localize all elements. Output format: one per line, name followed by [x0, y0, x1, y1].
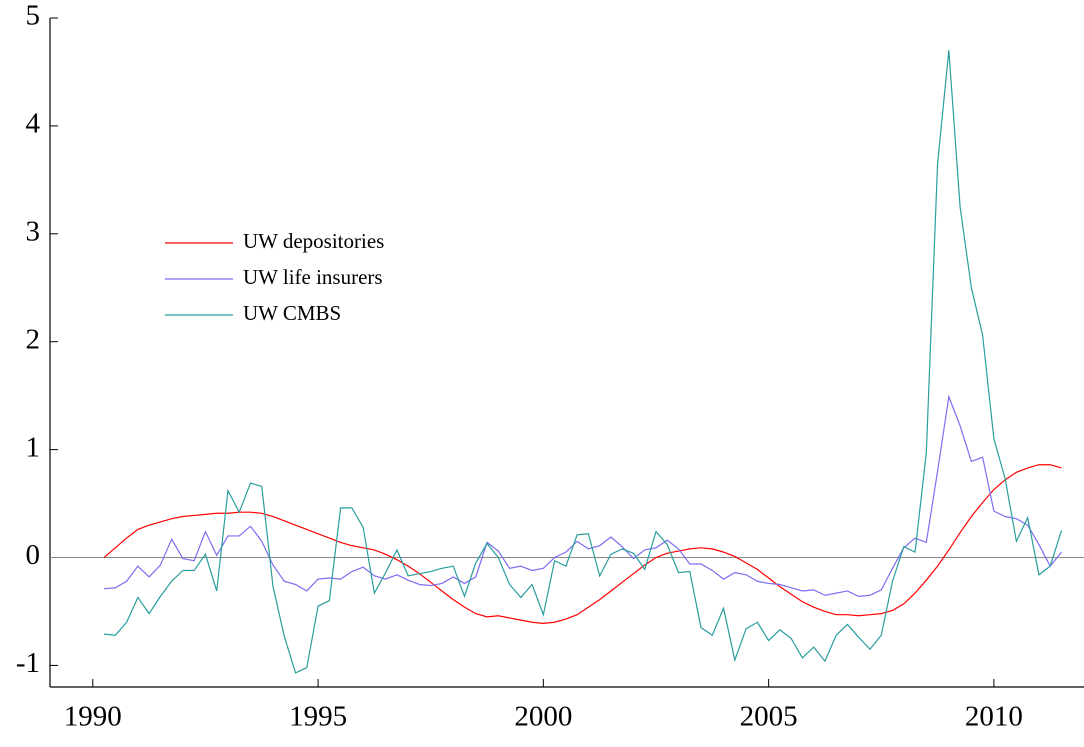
- y-tick-label: 1: [26, 431, 41, 463]
- series-line: [104, 394, 1062, 597]
- legend-label: UW depositories: [243, 229, 384, 253]
- legend-label: UW CMBS: [243, 301, 341, 325]
- x-tick-label: 1995: [289, 701, 347, 733]
- x-tick-label: 2000: [514, 701, 572, 733]
- x-tick-label: 1990: [64, 701, 122, 733]
- y-tick-label: 2: [26, 323, 41, 355]
- y-tick-label: -1: [16, 647, 40, 679]
- series-line: [104, 50, 1063, 674]
- series-line: [103, 464, 1062, 624]
- y-tick-label: 4: [26, 108, 41, 140]
- x-tick-label: 2010: [965, 701, 1023, 733]
- y-tick-label: 0: [26, 539, 41, 571]
- y-tick-label: 3: [26, 215, 41, 247]
- y-tick-label: 5: [26, 0, 41, 32]
- legend-label: UW life insurers: [243, 265, 383, 289]
- x-tick-label: 2005: [740, 701, 798, 733]
